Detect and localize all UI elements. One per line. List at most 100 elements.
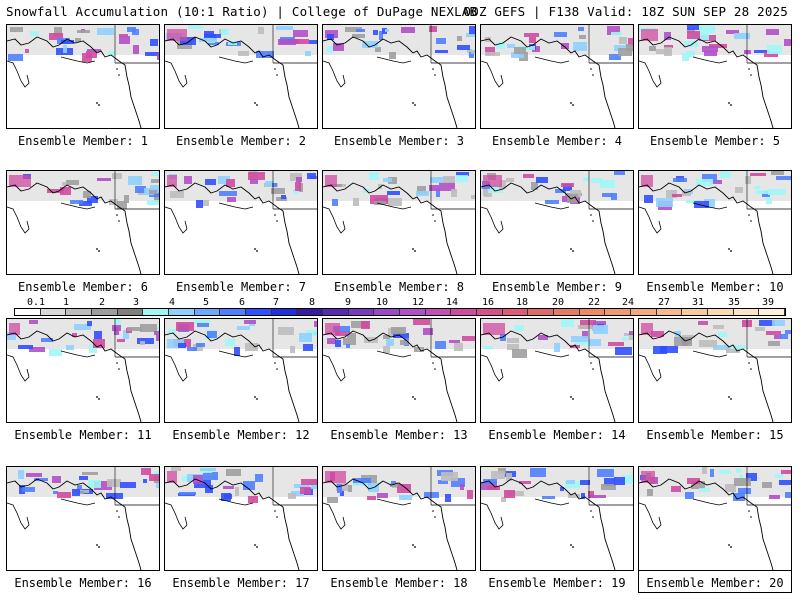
ensemble-panel: Ensemble Member: 17 [164, 466, 318, 594]
ensemble-member-label: Ensemble Member: 13 [330, 428, 468, 442]
colorbar-tick-label: 35 [727, 297, 741, 308]
colorbar-swatch [40, 309, 67, 315]
ensemble-panel: Ensemble Member: 12 [164, 318, 318, 446]
colorbar-tick-label: 4 [168, 297, 176, 308]
colorbar-swatch [528, 309, 555, 315]
ensemble-member-label: Ensemble Member: 11 [14, 428, 152, 442]
colorbar-swatch [374, 309, 401, 315]
colorbar-tick-label: 39 [761, 297, 775, 308]
ensemble-panel: Ensemble Member: 11 [6, 318, 160, 446]
colorbar-tick-label: 12 [411, 297, 425, 308]
colorbar-tick-label: 24 [621, 297, 635, 308]
colorbar-tick-label: 6 [238, 297, 246, 308]
colorbar-swatch [682, 309, 709, 315]
ensemble-member-label: Ensemble Member: 16 [14, 576, 152, 590]
colorbar-swatch [117, 309, 144, 315]
colorbar-swatch [66, 309, 93, 315]
snowfall-map [6, 170, 160, 275]
colorbar-swatch [477, 309, 503, 315]
colorbar-tick-label: 22 [587, 297, 601, 308]
ensemble-panel: Ensemble Member: 8 [322, 170, 476, 298]
ensemble-member-label: Ensemble Member: 10 [646, 280, 784, 294]
ensemble-member-label: Ensemble Member: 12 [172, 428, 310, 442]
ensemble-panel: Ensemble Member: 5 [638, 24, 792, 152]
colorbar-tick-label: 3 [132, 297, 140, 308]
ensemble-panel: Ensemble Member: 20 [638, 466, 792, 594]
colorbar-tick-label: 0.1 [26, 297, 46, 308]
colorbar-swatch [297, 309, 324, 315]
snowfall-map [480, 318, 634, 423]
colorbar-swatch [143, 309, 170, 315]
snowfall-map [164, 24, 318, 129]
snowfall-map [322, 466, 476, 571]
ensemble-member-label: Ensemble Member: 14 [488, 428, 626, 442]
snowfall-map [322, 318, 476, 423]
snowfall-map [322, 24, 476, 129]
snowfall-map [6, 466, 160, 571]
colorbar-tick-label: 31 [691, 297, 705, 308]
header-title-left: Snowfall Accumulation (10:1 Ratio) | Col… [6, 4, 478, 19]
ensemble-member-label: Ensemble Member: 8 [333, 280, 465, 294]
ensemble-panel: Ensemble Member: 14 [480, 318, 634, 446]
ensemble-member-label: Ensemble Member: 4 [491, 134, 623, 148]
snowfall-map [6, 318, 160, 423]
ensemble-panel: Ensemble Member: 6 [6, 170, 160, 298]
snowfall-colorbar: 0.1 1 2 3 4 5 6 7 8 9 10 12 14 16 18 20 22 24 27 31 35 39 [14, 297, 786, 318]
colorbar-tick-label: 9 [344, 297, 352, 308]
colorbar-swatch [169, 309, 195, 315]
colorbar-swatch [271, 309, 298, 315]
snowfall-map [164, 318, 318, 423]
colorbar-swatch [15, 309, 41, 315]
colorbar-swatch [194, 309, 221, 315]
colorbar-swatch [323, 309, 349, 315]
colorbar-labels: 0.1 1 2 3 4 5 6 7 8 9 10 12 14 16 18 20 22 24 27 31 35 39 [14, 297, 786, 308]
ensemble-panel: Ensemble Member: 10 [638, 170, 792, 298]
colorbar-tick-label: 8 [308, 297, 316, 308]
colorbar-tick-label: 1 [62, 297, 70, 308]
colorbar-swatch [400, 309, 426, 315]
ensemble-member-label: Ensemble Member: 3 [333, 134, 465, 148]
ensemble-member-label: Ensemble Member: 9 [491, 280, 623, 294]
colorbar-swatches [14, 308, 786, 316]
ensemble-panel: Ensemble Member: 19 [480, 466, 634, 594]
ensemble-member-label: Ensemble Member: 17 [172, 576, 310, 590]
ensemble-member-label: Ensemble Member: 1 [17, 134, 149, 148]
snowfall-map [638, 170, 792, 275]
colorbar-swatch [425, 309, 452, 315]
colorbar-tick-label: 10 [375, 297, 389, 308]
ensemble-panel: Ensemble Member: 15 [638, 318, 792, 446]
snowfall-map [480, 24, 634, 129]
colorbar-swatch [605, 309, 632, 315]
ensemble-member-label: Ensemble Member: 15 [646, 428, 784, 442]
colorbar-tick-label: 5 [202, 297, 210, 308]
colorbar-tick-label: 16 [481, 297, 495, 308]
header-title-right: 00Z GEFS | F138 Valid: 18Z SUN SEP 28 20… [463, 4, 788, 19]
colorbar-tick-label: 18 [515, 297, 529, 308]
colorbar-swatch [579, 309, 606, 315]
ensemble-panel: Ensemble Member: 1 [6, 24, 160, 152]
ensemble-panel: Ensemble Member: 2 [164, 24, 318, 152]
ensemble-panel: Ensemble Member: 16 [6, 466, 160, 594]
colorbar-swatch [502, 309, 529, 315]
ensemble-panel: Ensemble Member: 3 [322, 24, 476, 152]
colorbar-swatch [554, 309, 580, 315]
snowfall-map [164, 466, 318, 571]
snowfall-map [322, 170, 476, 275]
snowfall-map [638, 24, 792, 129]
ensemble-member-label: Ensemble Member: 20 [638, 571, 792, 593]
colorbar-swatch [631, 309, 657, 315]
ensemble-panel: Ensemble Member: 13 [322, 318, 476, 446]
ensemble-panel: Ensemble Member: 9 [480, 170, 634, 298]
snowfall-map [638, 318, 792, 423]
snowfall-map [638, 466, 792, 571]
colorbar-swatch [759, 309, 786, 315]
ensemble-member-label: Ensemble Member: 2 [175, 134, 307, 148]
colorbar-swatch [451, 309, 478, 315]
ensemble-member-label: Ensemble Member: 7 [175, 280, 307, 294]
ensemble-member-label: Ensemble Member: 5 [649, 134, 781, 148]
ensemble-panel: Ensemble Member: 7 [164, 170, 318, 298]
ensemble-member-label: Ensemble Member: 19 [488, 576, 626, 590]
snowfall-map [6, 24, 160, 129]
colorbar-tick-label: 27 [657, 297, 671, 308]
colorbar-swatch [92, 309, 118, 315]
